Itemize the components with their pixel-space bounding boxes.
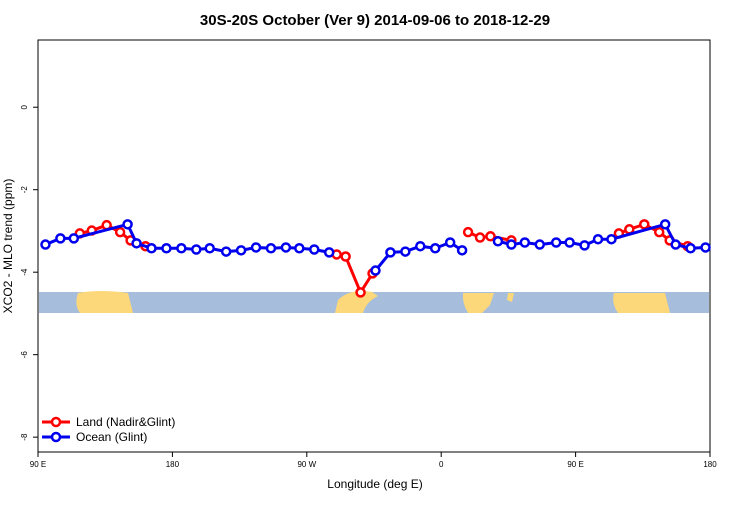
land-shape [613,293,670,313]
x-axis-label: Longitude (deg E) [327,477,422,491]
data-point [400,246,411,257]
data-point [55,233,66,244]
data-point [122,219,133,230]
data-point [280,242,292,253]
data-point [323,247,335,258]
data-point [592,233,604,245]
data-point [340,251,351,262]
data-point [519,237,531,248]
data-point [146,243,157,254]
data-point [220,246,232,257]
data-point [204,243,215,254]
data-point [68,233,80,244]
legend-label: Land (Nadir&Glint) [76,415,175,429]
data-point [265,243,277,254]
chart-title: 30S-20S October (Ver 9) 2014-09-06 to 20… [200,12,550,29]
data-point [176,243,187,254]
data-point [131,238,142,249]
x-tick-label: 180 [703,460,717,469]
legend-label: Ocean (Glint) [76,430,147,444]
data-point [429,243,441,254]
x-tick-label: 90 W [297,460,316,469]
data-point [670,239,681,250]
series-line [44,222,706,272]
data-point [415,240,426,252]
y-axis-label: XCO2 - MLO trend (ppm) [1,179,15,314]
data-point [161,243,172,254]
land-shape [462,293,494,313]
data-point [444,237,456,248]
data-point [485,231,496,242]
data-point [474,232,486,243]
data-point [700,242,711,253]
data-point [114,226,126,238]
y-tick-label: 0 [20,104,29,109]
legend-marker [50,416,62,428]
data-point [639,219,650,230]
land-shape [507,293,514,302]
y-tick-label: -6 [20,351,29,359]
data-point [534,239,546,250]
legend-marker [50,431,62,443]
data-point [370,265,381,276]
land-shape [76,291,133,313]
x-tick-label: 0 [439,460,444,469]
x-tick-label: 90 E [30,460,46,469]
x-tick-label: 90 E [567,460,583,469]
land-shape [335,291,378,313]
data-point [309,244,320,255]
y-tick-label: -2 [20,186,29,194]
data-point [659,219,671,230]
data-point [355,287,366,298]
data-point [550,237,562,248]
map-strip [39,291,709,313]
data-point [40,239,51,250]
data-point [462,226,474,238]
data-point [294,243,305,254]
y-tick-label: -4 [20,268,29,276]
data-point [653,226,665,238]
data-point [250,242,262,253]
data-point [385,247,396,258]
data-point [606,233,617,245]
legend: Land (Nadir&Glint)Ocean (Glint) [42,415,175,444]
data-point [492,236,504,247]
data-point [579,240,590,251]
data-point [685,243,696,254]
y-tick-label: -8 [20,433,29,441]
data-point [235,245,247,256]
x-tick-label: 180 [166,460,180,469]
data-point [564,237,575,248]
data-point [506,239,517,250]
data-point [191,244,202,255]
ocean-strip [39,292,709,313]
data-point [456,245,468,256]
